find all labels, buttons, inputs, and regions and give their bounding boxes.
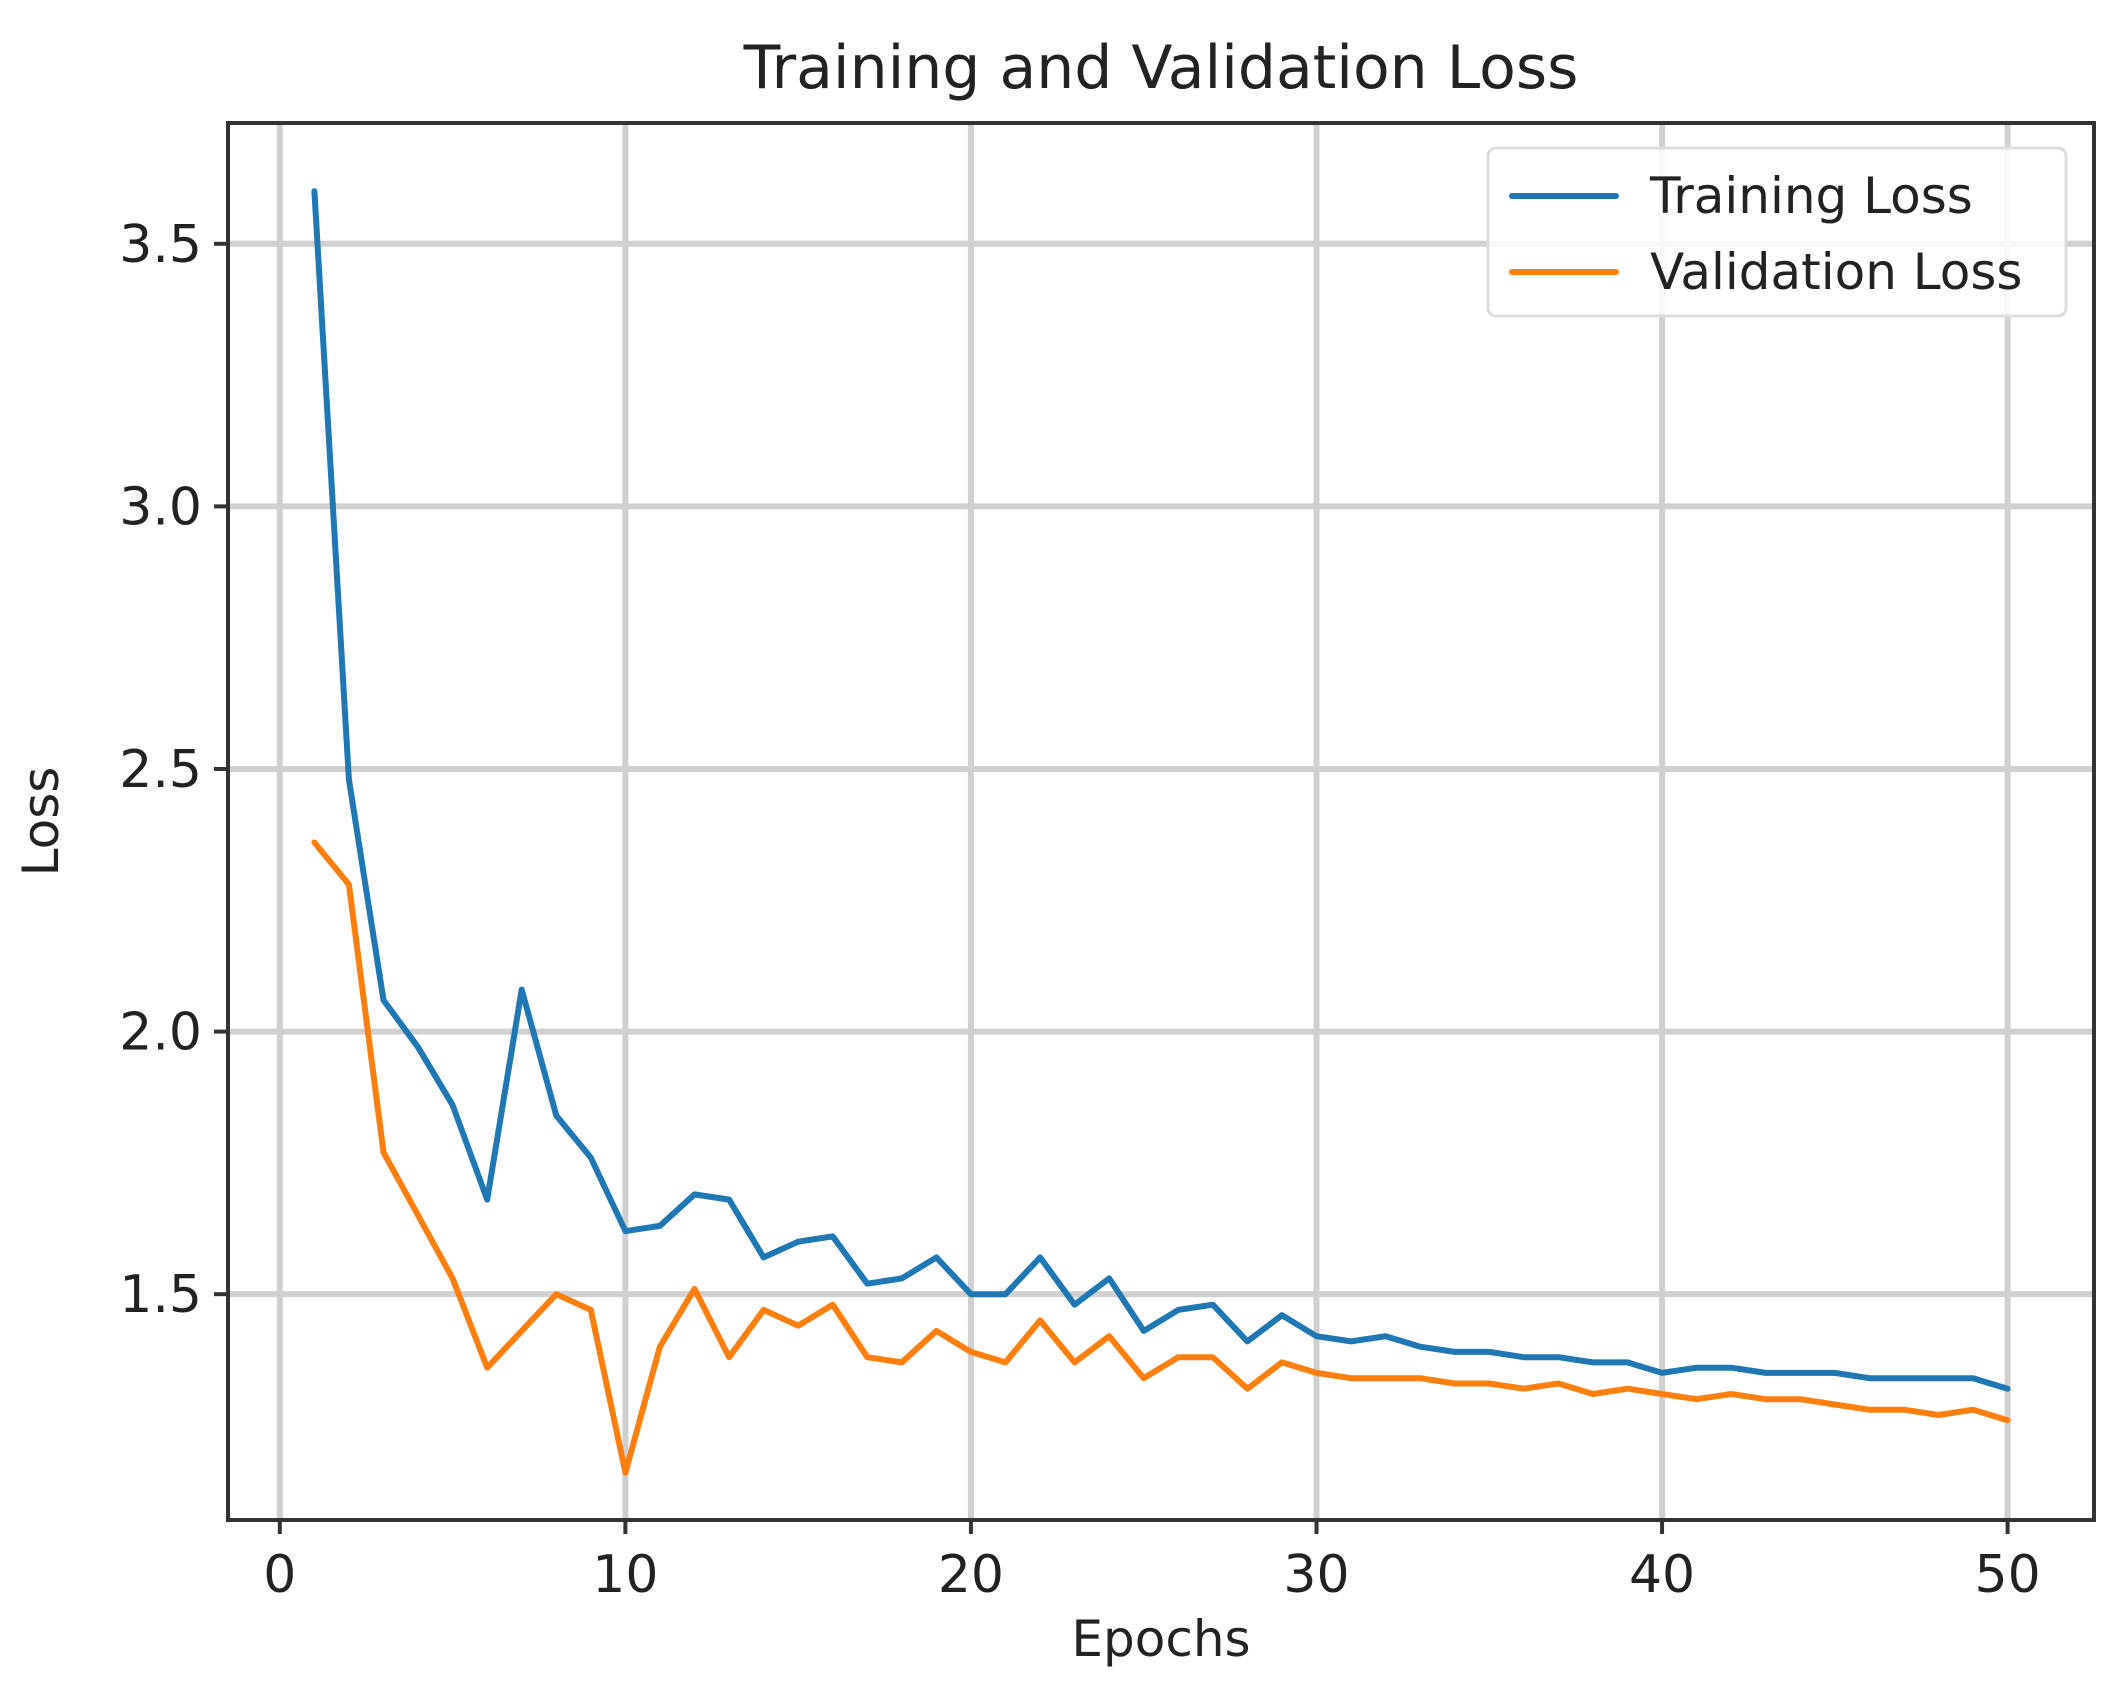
legend-box [1486, 146, 2068, 318]
x-axis-title: Epochs [1071, 1610, 1250, 1668]
chart-title: Training and Validation Loss [743, 33, 1579, 103]
x-tick-label: 20 [938, 1545, 1004, 1605]
y-tick-label: 3.0 [119, 477, 202, 537]
y-tick-label: 1.5 [119, 1265, 202, 1325]
y-tick-label: 2.0 [119, 1003, 202, 1063]
ticks-layer: 0 10 20 30 40 50 1.5 2.0 2.5 3.0 3.5 [119, 215, 2040, 1605]
x-tick-label: 30 [1283, 1545, 1349, 1605]
legend-label-training-loss: Training Loss [1649, 167, 1973, 225]
y-axis-title: Loss [12, 767, 70, 877]
legend-label-validation-loss: Validation Loss [1650, 243, 2022, 301]
series-line-validation-loss [311, 839, 2011, 1476]
y-tick-label: 2.5 [119, 740, 202, 800]
x-tick-label: 40 [1629, 1545, 1695, 1605]
x-tick-label: 10 [592, 1545, 658, 1605]
legend: Training Loss Validation Loss [1486, 146, 2068, 318]
axes-frame [226, 121, 2096, 1522]
x-tick-label: 0 [263, 1545, 296, 1605]
series-line-training-loss [311, 188, 2011, 1392]
series-layer [311, 188, 2011, 1476]
x-tick-label: 50 [1975, 1545, 2041, 1605]
y-tick-label: 3.5 [119, 215, 202, 275]
